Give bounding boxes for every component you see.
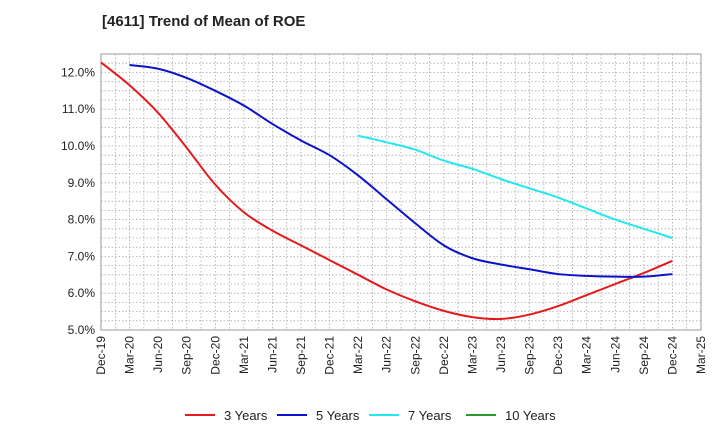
legend-item-10-years: 10 Years <box>466 408 556 423</box>
x-tick-label: Mar-21 <box>237 336 251 374</box>
y-tick-label: 11.0% <box>62 102 95 116</box>
grid-lines <box>101 54 701 330</box>
x-tick-label: Dec-23 <box>551 336 565 375</box>
x-tick-label: Jun-23 <box>494 336 508 373</box>
legend-item-7-years: 7 Years <box>369 408 452 423</box>
y-tick-label: 9.0% <box>68 176 96 190</box>
x-tick-label: Dec-21 <box>323 336 337 375</box>
y-tick-label: 8.0% <box>68 213 96 227</box>
legend-label: 10 Years <box>505 408 556 423</box>
legend-label: 5 Years <box>316 408 360 423</box>
x-axis-ticks: Dec-19 Mar-20 Jun-20 Sep-20 Dec-20 Mar-21 Jun-… <box>94 336 708 375</box>
series-line-7-years <box>357 134 673 239</box>
x-tick-label: Dec-22 <box>437 336 451 375</box>
y-tick-label: 6.0% <box>68 286 96 300</box>
x-tick-label: Mar-22 <box>351 336 365 374</box>
series-line-5-years <box>129 64 673 278</box>
legend-item-5-years: 5 Years <box>277 408 360 423</box>
x-tick-label: Sep-22 <box>408 336 422 375</box>
legend-label: 3 Years <box>224 408 268 423</box>
y-tick-label: 5.0% <box>68 323 96 337</box>
x-tick-label: Jun-24 <box>608 336 622 373</box>
legend-item-3-years: 3 Years <box>185 408 268 423</box>
legend-label: 7 Years <box>408 408 452 423</box>
x-tick-label: Sep-21 <box>294 336 308 375</box>
legend: 3 Years 5 Years 7 Years 10 Years <box>185 408 556 423</box>
y-axis-ticks: 5.0% 6.0% 7.0% 8.0% 9.0% 10.0% 11.0% 12.0% <box>61 65 95 337</box>
x-tick-label: Jun-20 <box>151 336 165 373</box>
series-line-3-years <box>100 61 673 321</box>
x-tick-label: Jun-22 <box>380 336 394 373</box>
x-tick-label: Jun-21 <box>265 336 279 373</box>
x-tick-label: Dec-24 <box>665 336 679 375</box>
x-tick-label: Dec-19 <box>94 336 108 375</box>
x-tick-label: Sep-24 <box>637 336 651 375</box>
y-tick-label: 10.0% <box>61 139 95 153</box>
y-tick-label: 7.0% <box>68 249 96 263</box>
x-tick-label: Mar-20 <box>123 336 137 374</box>
x-tick-label: Mar-25 <box>694 336 708 374</box>
series-lines <box>100 61 673 321</box>
x-tick-label: Mar-23 <box>465 336 479 374</box>
x-tick-label: Sep-23 <box>523 336 537 375</box>
chart-title: [4611] Trend of Mean of ROE <box>102 13 306 30</box>
x-tick-label: Sep-20 <box>180 336 194 375</box>
x-tick-label: Dec-20 <box>208 336 222 375</box>
x-tick-label: Mar-24 <box>580 336 594 374</box>
y-tick-label: 12.0% <box>61 65 95 79</box>
